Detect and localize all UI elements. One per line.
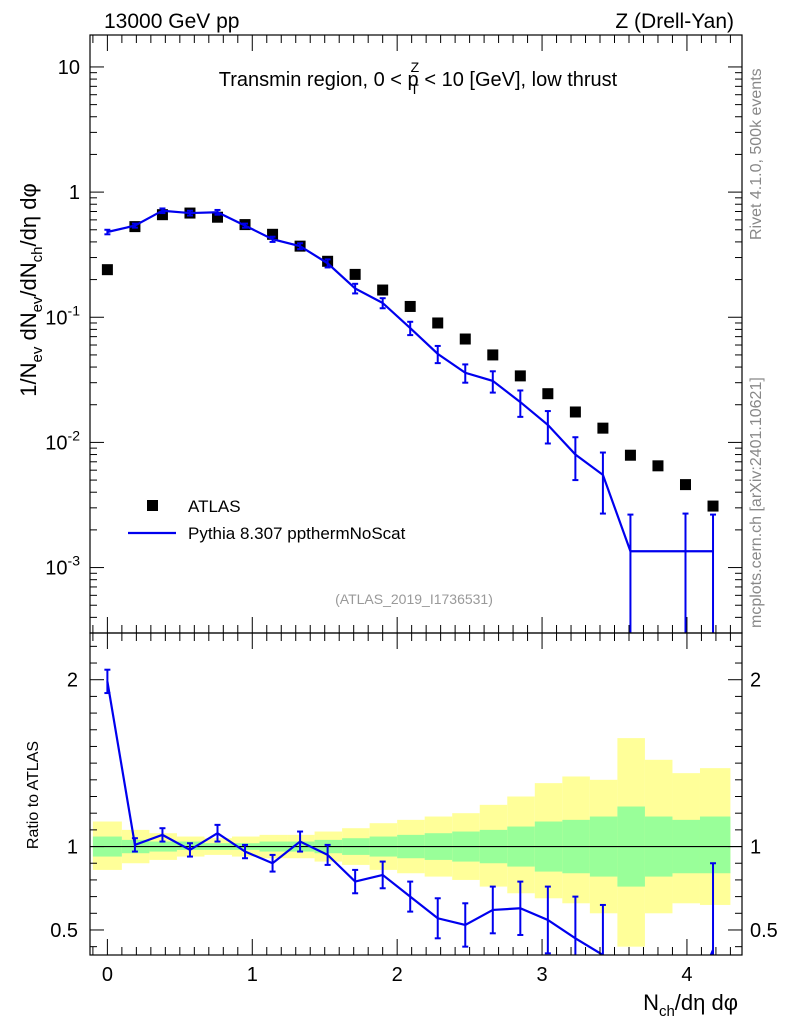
main-plot-area <box>101 207 719 633</box>
legend-atlas-label: ATLAS <box>188 497 241 516</box>
mcplots-source-label: mcplots.cern.ch [arXiv:2401.10621] <box>748 377 765 628</box>
main-x-ticks <box>92 35 731 633</box>
atlas-data-point <box>514 370 526 382</box>
atlas-data-point <box>267 228 279 240</box>
x-tick-label: 0 <box>102 964 113 986</box>
atlas-data-point <box>156 209 168 221</box>
ratio-x-axis: 0 1 2 3 4 <box>92 633 731 986</box>
atlas-data-point <box>707 500 719 512</box>
main-y-tick-label: 10-1 <box>45 302 80 329</box>
atlas-data-point <box>487 349 499 361</box>
main-y-tick-label: 10-3 <box>45 553 80 580</box>
legend-pythia-label: Pythia 8.307 ppthermNoScat <box>188 524 406 543</box>
main-y-axis: 10-3 10-2 10-1 1 10 <box>45 57 742 634</box>
x-axis-label: Nch/dη dφ <box>643 990 738 1020</box>
atlas-data-point <box>432 317 444 329</box>
ratio-y-tick-label: 2 <box>67 670 78 692</box>
atlas-data-point <box>542 388 554 400</box>
x-tick-label: 4 <box>681 964 692 986</box>
header-channel-label: Z (Drell-Yan) <box>615 10 734 33</box>
ratio-y-tick-label: 0.5 <box>50 920 78 942</box>
ratio-y-tick-label-right: 2 <box>750 670 761 692</box>
x-tick-label: 2 <box>392 964 403 986</box>
main-panel: 10-3 10-2 10-1 1 10 Transmin region, 0 < pZ T… <box>16 34 743 634</box>
main-y-tick-label: 1 <box>69 182 80 204</box>
atlas-data-point <box>404 300 416 312</box>
atlas-data-point <box>679 479 691 491</box>
atlas-data-point <box>212 211 224 223</box>
ratio-series-group <box>104 668 717 955</box>
main-y-tick-label: 10 <box>58 57 80 79</box>
atlas-data-point <box>101 264 113 276</box>
atlas-data-point <box>377 284 389 296</box>
ratio-y-axis: 0.5 0.5 1 1 2 2 <box>50 645 778 948</box>
pythia-line <box>107 209 632 552</box>
x-tick-label: 3 <box>536 964 547 986</box>
chart-title: Transmin region, 0 < pZ T < 10 [GeV], low… <box>219 59 618 97</box>
atlas-data-point <box>569 406 581 418</box>
atlas-data-point <box>624 449 636 461</box>
legend: ATLAS Pythia 8.307 ppthermNoScat <box>128 497 406 543</box>
atlas-data-point <box>349 268 361 280</box>
atlas-data-point <box>597 422 609 434</box>
atlas-data-point <box>652 460 664 472</box>
ratio-band-green <box>699 816 731 874</box>
ratio-y-tick-label-right: 1 <box>750 837 761 859</box>
ratio-y-tick-label-right: 0.5 <box>750 920 778 942</box>
x-tick-label: 1 <box>247 964 258 986</box>
ratio-y-tick-label: 1 <box>67 837 78 859</box>
legend-atlas-marker <box>147 500 158 511</box>
main-y-tick-label: 10-2 <box>45 427 80 454</box>
ratio-frame <box>89 632 743 956</box>
analysis-watermark: (ATLAS_2019_I1736531) <box>335 591 493 607</box>
main-y-axis-label: 1/Nev dNev/dNch/dη dφ <box>16 183 46 396</box>
rivet-version-label: Rivet 4.1.0, 500k events <box>748 68 765 240</box>
ratio-panel: 0.5 0.5 1 1 2 2 0 1 2 3 4 Ratio to ATLAS Nch/dη d… <box>25 632 778 1020</box>
header-process-label: 13000 GeV pp <box>104 10 239 33</box>
ratio-y-axis-label: Ratio to ATLAS <box>25 741 42 849</box>
ratio-plot-area <box>90 668 742 955</box>
atlas-data-point <box>459 333 471 345</box>
